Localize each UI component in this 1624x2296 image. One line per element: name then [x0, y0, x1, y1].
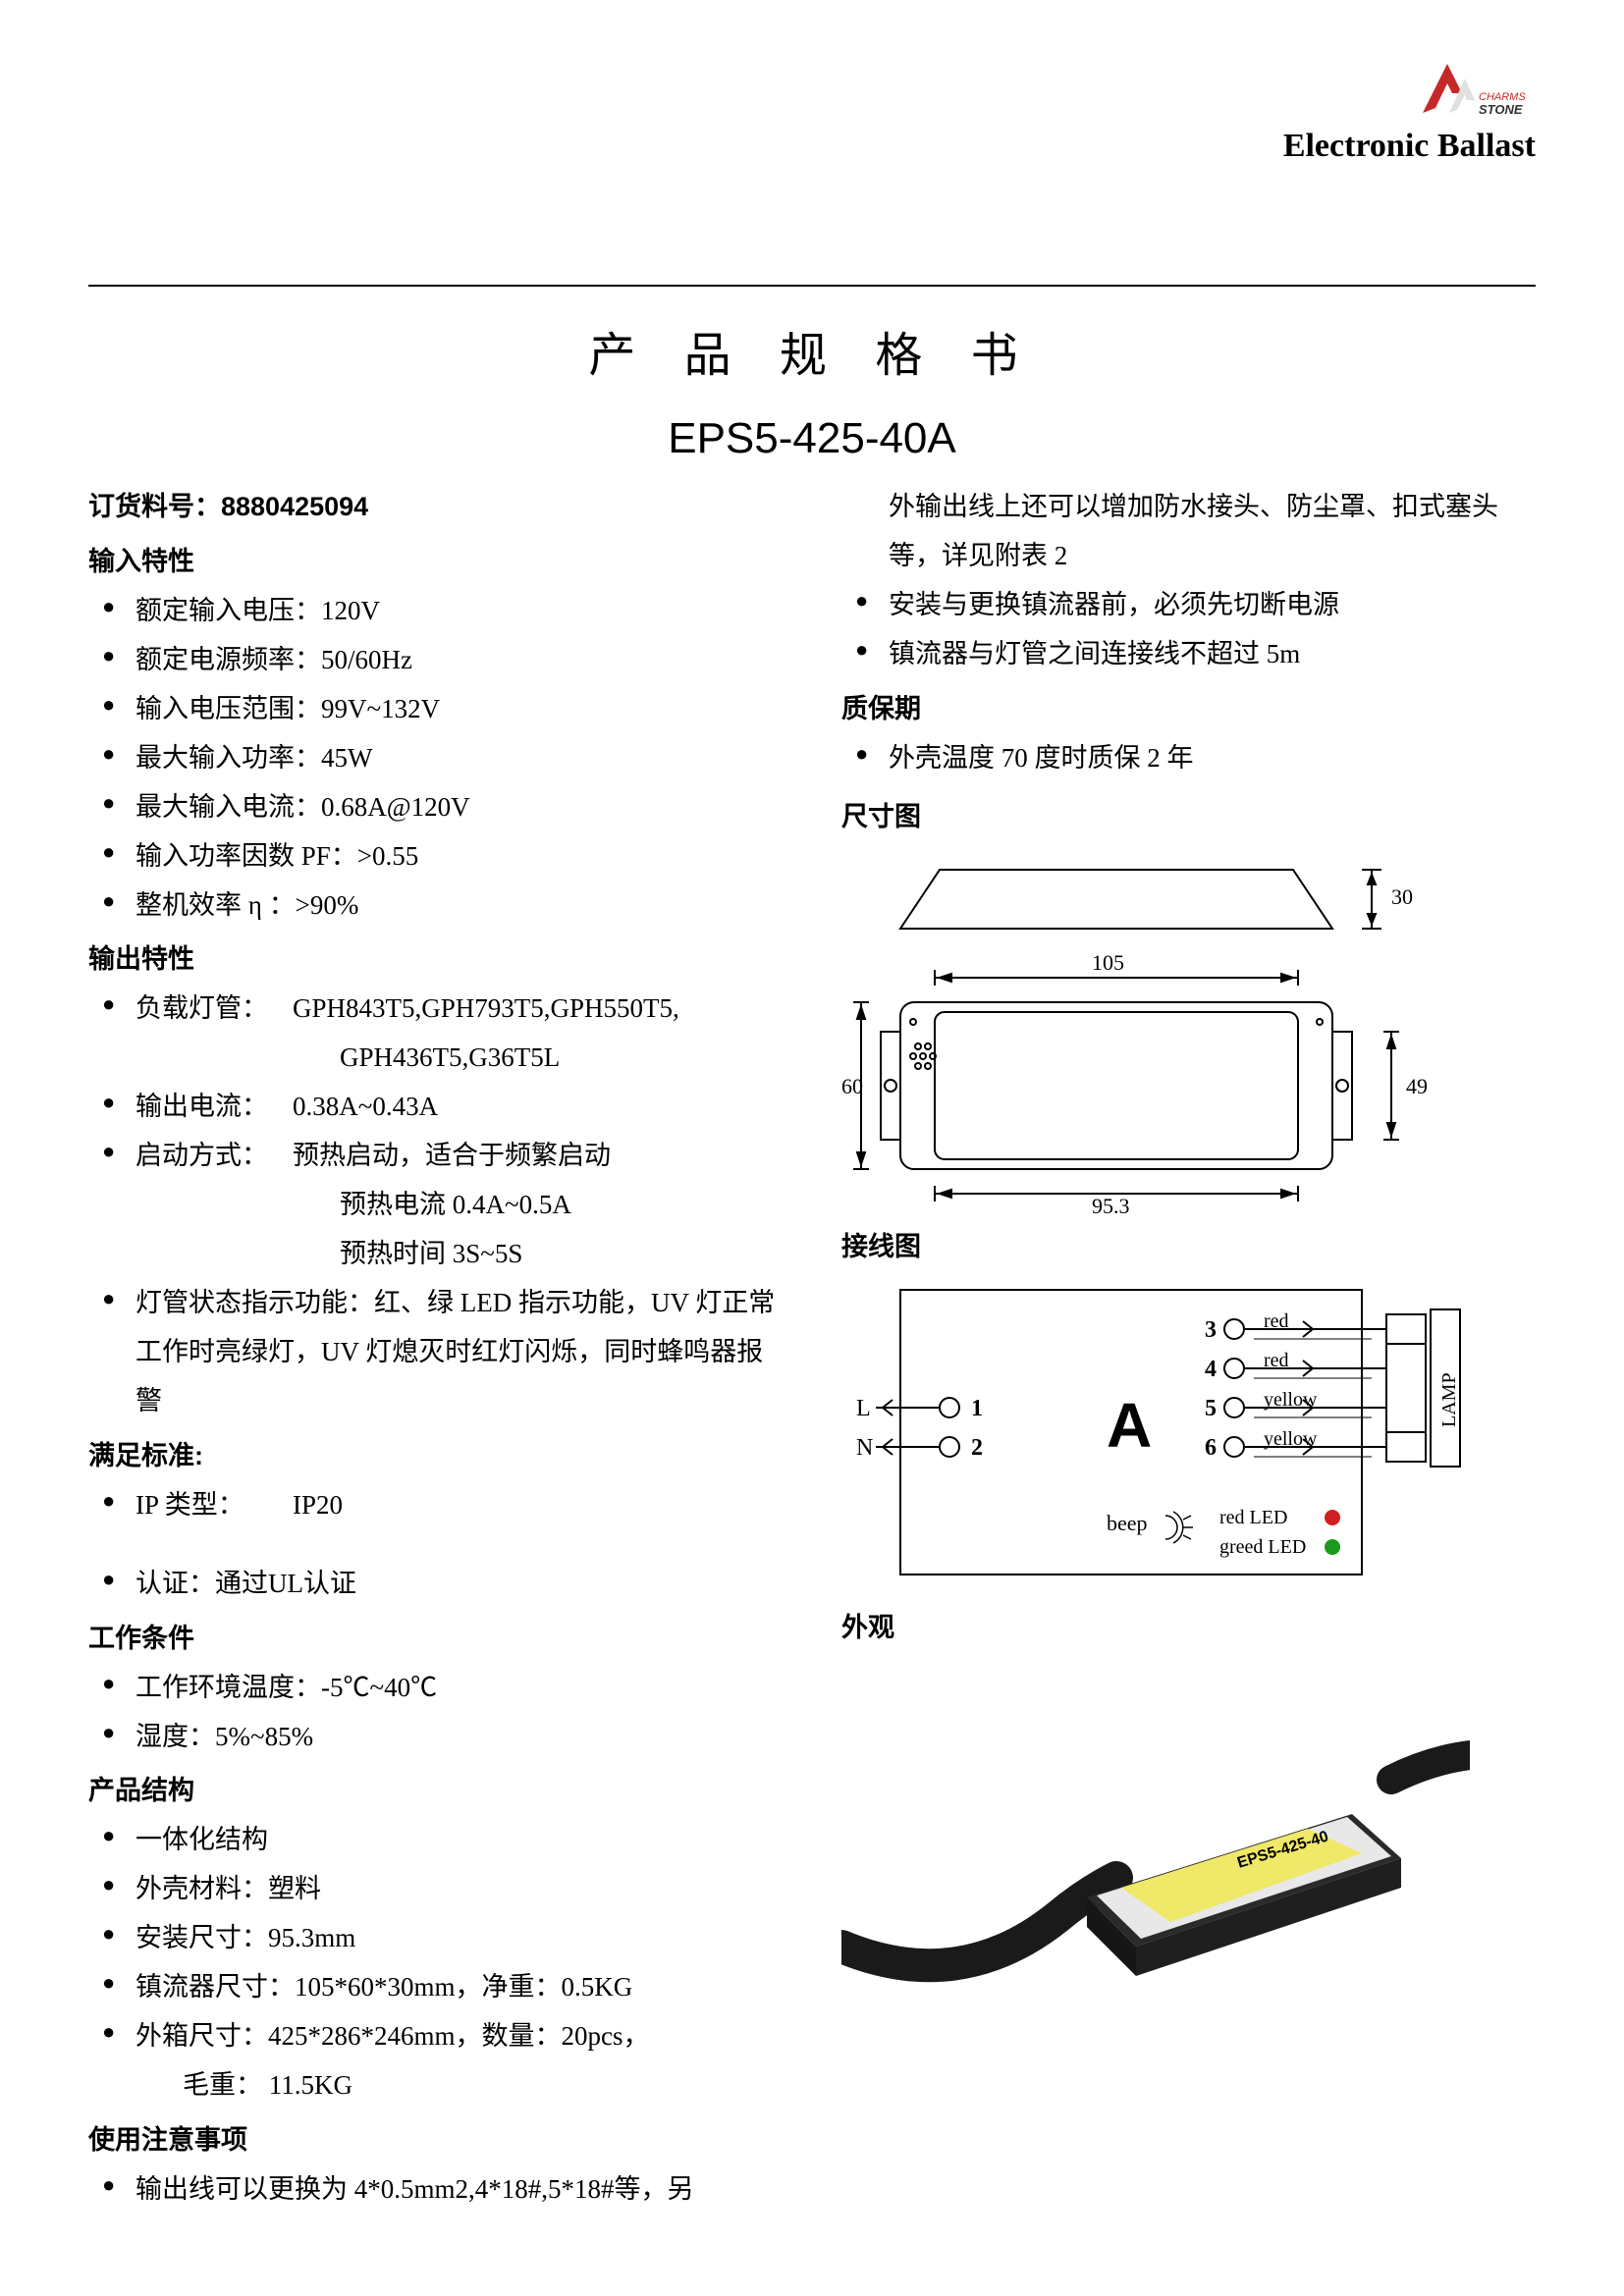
spec-item: 安装与更换镇流器前，必须先切断电源 [841, 581, 1536, 630]
spec-item: 安装尺寸：95.3mm [88, 1914, 783, 1963]
struct-list: 一体化结构 外壳材料：塑料 安装尺寸：95.3mm 镇流器尺寸：105*60*3… [88, 1816, 783, 2110]
struct-section-title: 产品结构 [88, 1767, 783, 1816]
dim-953: 95.3 [1092, 1194, 1130, 1213]
spec-item: 整机效率 η ：>90% [88, 881, 783, 931]
content-columns: 订货料号：8880425094 输入特性 额定输入电压：120V 额定电源频率：… [88, 483, 1536, 2215]
spec-item: 启动方式：预热启动，适合于频繁启动 预热电流 0.4A~0.5A 预热时间 3S… [88, 1132, 783, 1279]
wire-red1: red [1264, 1310, 1289, 1332]
input-section-title: 输入特性 [88, 538, 783, 587]
brand-logo: CHARMS STONE [1418, 59, 1536, 128]
work-list: 工作环境温度：-5℃~40℃ 湿度：5%~85% [88, 1664, 783, 1762]
spec-item: 湿度：5%~85% [88, 1713, 783, 1762]
wiring-L: L [856, 1396, 871, 1421]
spec-item: 输出电流：0.38A~0.43A [88, 1083, 783, 1132]
dim-105: 105 [1092, 950, 1124, 975]
warranty-section-title: 质保期 [841, 685, 1536, 734]
lamp-line2: GPH436T5,G36T5L [135, 1034, 783, 1083]
left-column: 订货料号：8880425094 输入特性 额定输入电压：120V 额定电源频率：… [88, 483, 783, 2215]
start-line1: 预热启动，适合于频繁启动 [293, 1141, 611, 1170]
start-line2: 预热电流 0.4A~0.5A [135, 1181, 783, 1230]
spec-item: 额定输入电压：120V [88, 587, 783, 636]
cert-list: 认证：通过UL认证 [88, 1560, 783, 1609]
usage-list-left: 输出线可以更换为 4*0.5mm2,4*18#,5*18#等，另 [88, 2165, 783, 2215]
spec-item: 输入功率因数 PF：>0.55 [88, 832, 783, 881]
wiring-diagram: L N 1 2 A [841, 1280, 1470, 1594]
spec-item: 输入电压范围：99V~132V [88, 685, 783, 734]
dim-30: 30 [1391, 884, 1413, 909]
wiring-N: N [856, 1435, 873, 1461]
dim-49: 49 [1406, 1074, 1428, 1098]
start-line3: 预热时间 3S~5S [135, 1230, 783, 1279]
dimension-title: 尺寸图 [841, 793, 1536, 842]
current-value: 0.38A~0.43A [293, 1092, 438, 1121]
output-section-title: 输出特性 [88, 935, 783, 985]
struct-box-line: 外箱尺寸：425*286*246mm，数量：20pcs， [135, 2021, 650, 2051]
lamp-label: LAMP [1438, 1372, 1460, 1427]
wiring-5: 5 [1205, 1396, 1217, 1421]
lamp-line1: GPH843T5,GPH793T5,GPH550T5, [293, 993, 679, 1023]
order-number: 订货料号：8880425094 [88, 483, 783, 532]
dimension-diagram: 30 105 [841, 850, 1470, 1213]
spec-item: 灯管状态指示功能：红、绿 LED 指示功能，UV 灯正常工作时亮绿灯，UV 灯熄… [88, 1279, 783, 1426]
warranty-list: 外壳温度 70 度时质保 2 年 [841, 734, 1536, 783]
wiring-3: 3 [1205, 1317, 1217, 1343]
wire-yellow2: yellow [1264, 1428, 1318, 1450]
order-value: 8880425094 [221, 492, 368, 521]
dim-60: 60 [841, 1074, 863, 1098]
green-led-label: greed LED [1219, 1536, 1306, 1558]
red-led-label: red LED [1219, 1507, 1287, 1528]
beep-label: beep [1107, 1511, 1148, 1535]
header-rule [88, 285, 1536, 287]
spec-item: 外壳材料：塑料 [88, 1865, 783, 1914]
spec-item: 一体化结构 [88, 1816, 783, 1865]
wiring-title: 接线图 [841, 1223, 1536, 1272]
spec-item: 最大输入功率：45W [88, 734, 783, 783]
svg-text:STONE: STONE [1479, 102, 1523, 117]
wiring-2: 2 [971, 1435, 983, 1461]
output-list: 负载灯管：GPH843T5,GPH793T5,GPH550T5, GPH436T… [88, 985, 783, 1425]
spec-item: 外壳温度 70 度时质保 2 年 [841, 734, 1536, 783]
input-list: 额定输入电压：120V 额定电源频率：50/60Hz 输入电压范围：99V~13… [88, 587, 783, 931]
spec-item: 负载灯管：GPH843T5,GPH793T5,GPH550T5, GPH436T… [88, 985, 783, 1083]
start-label: 启动方式： [135, 1132, 293, 1181]
wire-red2: red [1264, 1350, 1289, 1371]
red-led-icon [1325, 1510, 1340, 1525]
standard-section-title: 满足标准: [88, 1432, 783, 1481]
ip-label: IP 类型： [135, 1481, 293, 1530]
wiring-letter: A [1107, 1390, 1152, 1461]
lamp-label: 负载灯管： [135, 985, 293, 1034]
current-label: 输出电流： [135, 1083, 293, 1132]
struct-tail: 毛重： 11.5KG [135, 2061, 783, 2110]
spec-item: IP 类型：IP20 [88, 1481, 783, 1530]
model-number: EPS5-425-40A [88, 414, 1536, 463]
wiring-4: 4 [1205, 1357, 1217, 1382]
spec-item: 外箱尺寸：425*286*246mm，数量：20pcs， 毛重： 11.5KG [88, 2012, 783, 2110]
appearance-title: 外观 [841, 1604, 1536, 1653]
spec-item: 工作环境温度：-5℃~40℃ [88, 1664, 783, 1713]
work-section-title: 工作条件 [88, 1615, 783, 1664]
page-header: CHARMS STONE Electronic Ballast [88, 59, 1536, 177]
spec-item: 最大输入电流：0.68A@120V [88, 783, 783, 832]
standard-list: IP 类型：IP20 [88, 1481, 783, 1530]
green-led-icon [1325, 1539, 1340, 1555]
spec-item: 额定电源频率：50/60Hz [88, 636, 783, 685]
ip-value: IP20 [293, 1490, 343, 1520]
product-photo: EPS5-425-40 [841, 1662, 1470, 2015]
spec-item: 镇流器尺寸：105*60*30mm，净重：0.5KG [88, 1963, 783, 2012]
wire-yellow1: yellow [1264, 1389, 1318, 1411]
usage-continuation: 外输出线上还可以增加防水接头、防尘罩、扣式塞头等，详见附表 2 [841, 483, 1536, 581]
order-label: 订货料号： [88, 492, 221, 521]
wiring-6: 6 [1205, 1435, 1217, 1461]
usage-list-right: 安装与更换镇流器前，必须先切断电源 镇流器与灯管之间连接线不超过 5m [841, 581, 1536, 679]
document-title: 产 品 规 格 书 [88, 316, 1536, 385]
spec-item: 认证：通过UL认证 [88, 1560, 783, 1609]
header-title: Electronic Ballast [1283, 128, 1536, 165]
usage-section-title: 使用注意事项 [88, 2116, 783, 2165]
right-column: 外输出线上还可以增加防水接头、防尘罩、扣式塞头等，详见附表 2 安装与更换镇流器… [841, 483, 1536, 2215]
spec-item: 镇流器与灯管之间连接线不超过 5m [841, 630, 1536, 679]
wiring-1: 1 [971, 1396, 983, 1421]
spec-item: 输出线可以更换为 4*0.5mm2,4*18#,5*18#等，另 [88, 2165, 783, 2215]
